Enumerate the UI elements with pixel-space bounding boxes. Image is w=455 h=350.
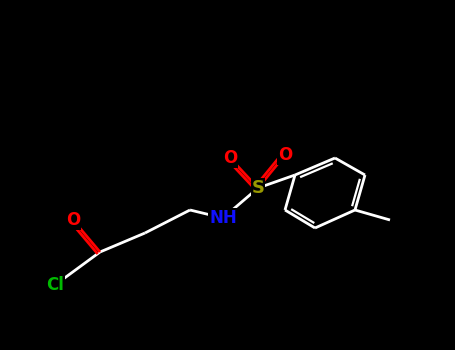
- Text: O: O: [278, 146, 292, 164]
- Text: O: O: [223, 149, 237, 167]
- Text: S: S: [252, 179, 264, 197]
- Text: O: O: [66, 211, 80, 229]
- Text: NH: NH: [209, 209, 237, 227]
- Text: Cl: Cl: [46, 276, 64, 294]
